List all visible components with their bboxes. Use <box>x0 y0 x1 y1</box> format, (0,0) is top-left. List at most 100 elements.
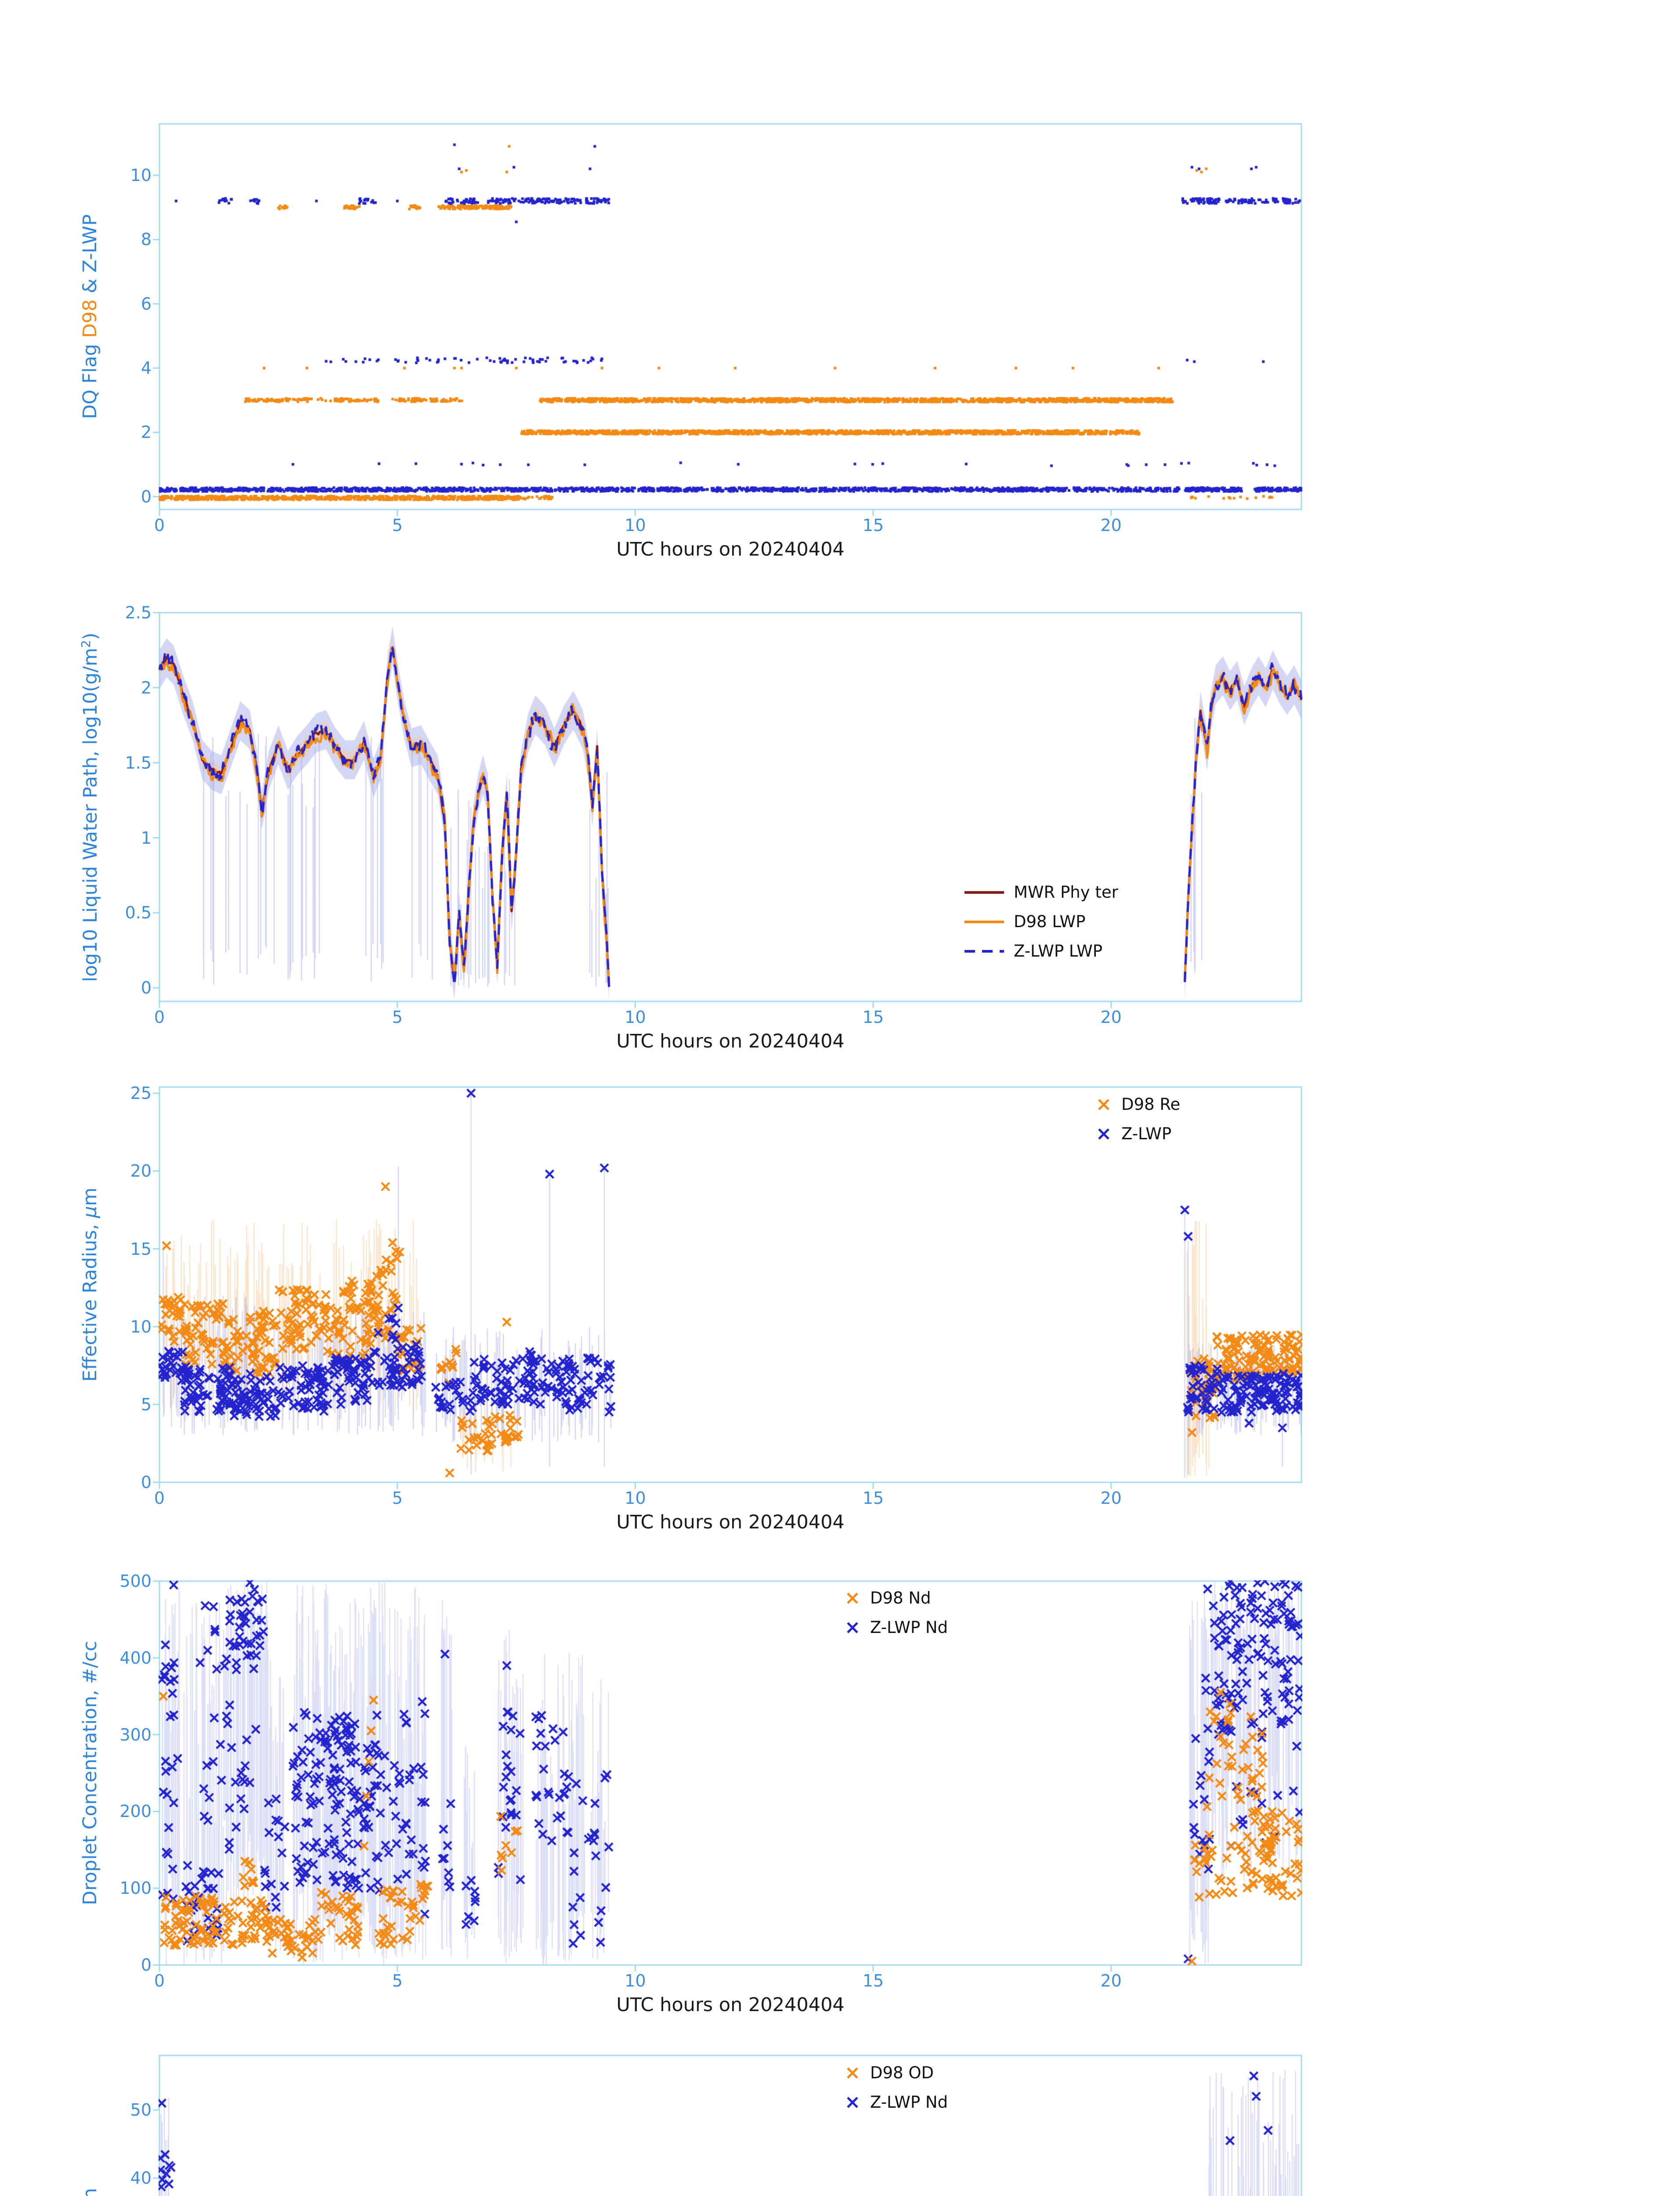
x-tick-label: 10 <box>625 516 646 535</box>
x-axis-label: UTC hours on 20240404 <box>616 1511 845 1533</box>
legend-item: D98 LWP <box>965 912 1118 931</box>
plot-canvas-effective-radius <box>147 1075 1314 1495</box>
x-tick-label: 15 <box>862 516 884 535</box>
legend: D98 Nd Z-LWP Nd <box>845 1589 948 1637</box>
x-tick-label: 10 <box>625 1971 646 1990</box>
x-tick-label: 15 <box>862 1488 884 1508</box>
legend-swatch-line <box>965 891 1004 894</box>
legend-item: Z-LWP Nd <box>845 1618 948 1637</box>
x-tick-label: 5 <box>392 1008 403 1027</box>
plot-canvas-lwp <box>147 600 1314 1014</box>
y-tick-label: 500 <box>119 1571 152 1591</box>
x-tick-label: 0 <box>154 1971 165 1990</box>
plot-canvas-dq-flag <box>147 112 1314 522</box>
y-tick-label: 0 <box>141 1473 152 1492</box>
legend-item-label: Z-LWP Nd <box>870 2093 948 2112</box>
y-tick-label: 0 <box>141 1955 152 1975</box>
legend-swatch-x <box>845 1620 860 1636</box>
legend-item: D98 OD <box>845 2063 948 2082</box>
legend: D98 OD Z-LWP Nd <box>845 2063 948 2112</box>
y-tick-label: 10 <box>130 166 152 185</box>
y-tick-label: 6 <box>141 294 152 314</box>
x-tick-label: 20 <box>1100 1971 1122 1990</box>
y-tick-label: 5 <box>141 1394 152 1414</box>
x-marker-icon <box>1098 1128 1109 1140</box>
y-tick-label: 100 <box>119 1878 152 1898</box>
legend: D98 Re Z-LWP <box>1096 1095 1180 1143</box>
x-marker-icon <box>847 2096 858 2108</box>
y-tick-label: 2.5 <box>125 603 152 622</box>
y-tick-label: 300 <box>119 1725 152 1745</box>
y-tick-label: 40 <box>130 2168 152 2188</box>
legend-item-label: D98 Re <box>1121 1095 1181 1114</box>
legend-swatch-x <box>1096 1097 1112 1112</box>
x-tick-label: 20 <box>1100 1008 1122 1027</box>
x-tick-label: 0 <box>154 1008 165 1027</box>
legend-item-label: Z-LWP LWP <box>1014 942 1103 961</box>
legend-item-label: D98 LWP <box>1014 912 1086 932</box>
x-tick-label: 10 <box>625 1488 646 1508</box>
y-tick-label: 400 <box>119 1648 152 1668</box>
x-tick-label: 20 <box>1100 1488 1122 1508</box>
legend-swatch-dash <box>965 950 1004 953</box>
y-axis-label: Optical Depth <box>79 2188 101 2196</box>
y-tick-label: 2 <box>141 423 152 442</box>
y-tick-label: 0 <box>141 978 152 998</box>
y-tick-label: 4 <box>141 358 152 378</box>
y-tick-label: 2 <box>141 678 152 697</box>
legend-item: Z-LWP LWP <box>965 942 1118 961</box>
x-tick-label: 5 <box>392 1971 403 1990</box>
y-tick-label: 200 <box>119 1802 152 1821</box>
x-tick-label: 10 <box>625 1008 646 1027</box>
x-tick-label: 5 <box>392 1488 403 1508</box>
legend-item-label: MWR Phy ter <box>1014 883 1118 902</box>
legend-swatch-x <box>1096 1126 1112 1142</box>
x-axis-label: UTC hours on 20240404 <box>616 538 845 560</box>
x-tick-label: 15 <box>862 1971 884 1990</box>
legend-item-label: D98 Nd <box>870 1589 931 1608</box>
legend-swatch-x <box>845 1590 860 1606</box>
y-tick-label: 50 <box>130 2100 152 2120</box>
legend-item: D98 Nd <box>845 1589 948 1607</box>
x-tick-label: 5 <box>392 516 403 535</box>
x-axis-label: UTC hours on 20240404 <box>616 1994 845 2016</box>
plot-canvas-optical-depth <box>147 2043 1314 2196</box>
y-tick-label: 0.5 <box>125 903 152 923</box>
y-tick-label: 20 <box>130 1161 152 1181</box>
legend-item: MWR Phy ter <box>965 883 1118 902</box>
y-tick-label: 0 <box>141 487 152 506</box>
x-tick-label: 0 <box>154 516 165 535</box>
y-tick-label: 15 <box>130 1239 152 1259</box>
x-tick-label: 0 <box>154 1488 165 1508</box>
x-marker-icon <box>847 2067 858 2079</box>
legend-item-label: Z-LWP Nd <box>870 1618 948 1637</box>
legend-item-label: D98 OD <box>870 2063 934 2082</box>
x-marker-icon <box>847 1593 858 1604</box>
x-tick-label: 15 <box>862 1008 884 1027</box>
y-tick-label: 1 <box>141 828 152 848</box>
legend: MWR Phy ter D98 LWP Z-LWP LWP <box>965 883 1118 961</box>
legend-swatch-x <box>845 2065 860 2081</box>
y-axis-label-part: Optical Depth <box>79 2188 101 2196</box>
x-marker-icon <box>847 1622 858 1633</box>
x-tick-label: 20 <box>1100 516 1122 535</box>
legend-item: Z-LWP <box>1096 1124 1180 1143</box>
y-tick-label: 1.5 <box>125 753 152 773</box>
legend-swatch-x <box>845 2095 860 2110</box>
plot-canvas-droplet-concentration <box>147 1569 1314 1977</box>
y-tick-label: 25 <box>130 1084 152 1103</box>
y-tick-label: 10 <box>130 1317 152 1336</box>
x-axis-label: UTC hours on 20240404 <box>616 1030 845 1052</box>
x-marker-icon <box>1098 1098 1109 1110</box>
legend-item: Z-LWP Nd <box>845 2093 948 2112</box>
legend-item-label: Z-LWP <box>1121 1124 1172 1143</box>
legend-swatch-line <box>965 920 1004 923</box>
y-tick-label: 8 <box>141 230 152 249</box>
legend-item: D98 Re <box>1096 1095 1180 1114</box>
